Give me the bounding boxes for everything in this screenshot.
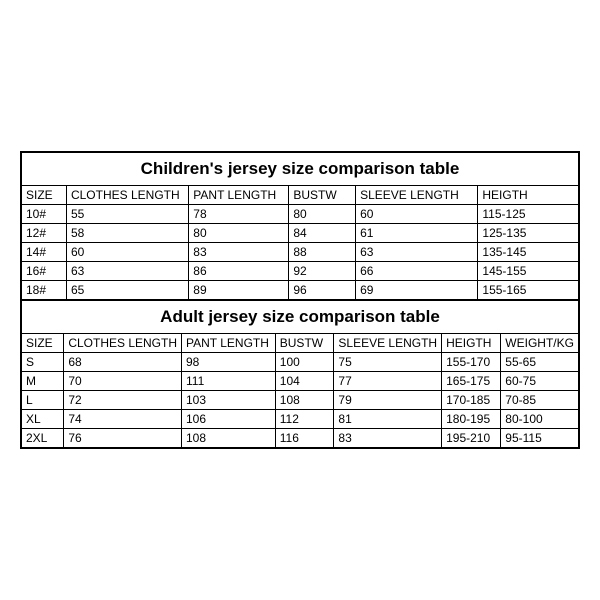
table-cell: 75 [334, 353, 442, 372]
table-cell: 81 [334, 410, 442, 429]
table-row: 18#65899669155-165 [22, 281, 578, 300]
table-cell: XL [22, 410, 64, 429]
table-cell: 86 [189, 262, 289, 281]
table-cell: 80-100 [501, 410, 578, 429]
table-cell: 155-170 [442, 353, 501, 372]
table-cell: 76 [64, 429, 182, 448]
column-header: SLEEVE LENGTH [356, 186, 478, 205]
column-header: HEIGTH [442, 334, 501, 353]
table-cell: 60 [66, 243, 188, 262]
table-cell: 88 [289, 243, 356, 262]
table-cell: L [22, 391, 64, 410]
table-cell: 78 [189, 205, 289, 224]
column-header: WEIGHT/KG [501, 334, 578, 353]
table-cell: 72 [64, 391, 182, 410]
table-row: S689810075155-17055-65 [22, 353, 578, 372]
table-cell: 165-175 [442, 372, 501, 391]
table-cell: 116 [275, 429, 334, 448]
column-header: BUSTW [289, 186, 356, 205]
table-cell: 74 [64, 410, 182, 429]
table-cell: 104 [275, 372, 334, 391]
table-cell: 69 [356, 281, 478, 300]
table-cell: 108 [182, 429, 276, 448]
children-table: SIZECLOTHES LENGTHPANT LENGTHBUSTWSLEEVE… [22, 186, 578, 300]
table-row: 10#55788060115-125 [22, 205, 578, 224]
column-header: SIZE [22, 186, 66, 205]
table-cell: 155-165 [478, 281, 578, 300]
column-header: BUSTW [275, 334, 334, 353]
table-cell: 2XL [22, 429, 64, 448]
table-cell: 112 [275, 410, 334, 429]
column-header: CLOTHES LENGTH [64, 334, 182, 353]
table-row: L7210310879170-18570-85 [22, 391, 578, 410]
table-cell: 70-85 [501, 391, 578, 410]
table-cell: 195-210 [442, 429, 501, 448]
table-cell: 145-155 [478, 262, 578, 281]
table-cell: 79 [334, 391, 442, 410]
column-header: CLOTHES LENGTH [66, 186, 188, 205]
table-cell: M [22, 372, 64, 391]
table-cell: 84 [289, 224, 356, 243]
table-cell: 80 [289, 205, 356, 224]
table-row: M7011110477165-17560-75 [22, 372, 578, 391]
table-cell: S [22, 353, 64, 372]
table-row: 16#63869266145-155 [22, 262, 578, 281]
adult-table: SIZECLOTHES LENGTHPANT LENGTHBUSTWSLEEVE… [22, 334, 578, 447]
table-row: 12#58808461125-135 [22, 224, 578, 243]
table-cell: 61 [356, 224, 478, 243]
table-cell: 111 [182, 372, 276, 391]
table-cell: 16# [22, 262, 66, 281]
table-row: 2XL7610811683195-21095-115 [22, 429, 578, 448]
table-cell: 108 [275, 391, 334, 410]
table-cell: 10# [22, 205, 66, 224]
column-header: SLEEVE LENGTH [334, 334, 442, 353]
table-cell: 60 [356, 205, 478, 224]
table-cell: 58 [66, 224, 188, 243]
table-cell: 115-125 [478, 205, 578, 224]
table-cell: 60-75 [501, 372, 578, 391]
table-cell: 77 [334, 372, 442, 391]
table-cell: 100 [275, 353, 334, 372]
table-cell: 80 [189, 224, 289, 243]
table-cell: 55-65 [501, 353, 578, 372]
table-cell: 63 [66, 262, 188, 281]
table-cell: 125-135 [478, 224, 578, 243]
table-cell: 83 [189, 243, 289, 262]
table-cell: 135-145 [478, 243, 578, 262]
column-header: PANT LENGTH [182, 334, 276, 353]
table-cell: 68 [64, 353, 182, 372]
table-cell: 96 [289, 281, 356, 300]
table-cell: 12# [22, 224, 66, 243]
table-cell: 14# [22, 243, 66, 262]
table-cell: 106 [182, 410, 276, 429]
table-cell: 103 [182, 391, 276, 410]
table-cell: 66 [356, 262, 478, 281]
column-header: PANT LENGTH [189, 186, 289, 205]
table-row: 14#60838863135-145 [22, 243, 578, 262]
table-cell: 83 [334, 429, 442, 448]
size-table-container: Children's jersey size comparison table … [20, 151, 580, 449]
table-cell: 65 [66, 281, 188, 300]
table-cell: 98 [182, 353, 276, 372]
table-cell: 18# [22, 281, 66, 300]
table-cell: 63 [356, 243, 478, 262]
table-cell: 170-185 [442, 391, 501, 410]
children-title: Children's jersey size comparison table [22, 153, 578, 186]
column-header: HEIGTH [478, 186, 578, 205]
table-row: XL7410611281180-19580-100 [22, 410, 578, 429]
table-cell: 95-115 [501, 429, 578, 448]
table-cell: 92 [289, 262, 356, 281]
adult-title: Adult jersey size comparison table [22, 300, 578, 334]
table-cell: 70 [64, 372, 182, 391]
table-cell: 180-195 [442, 410, 501, 429]
table-cell: 89 [189, 281, 289, 300]
table-cell: 55 [66, 205, 188, 224]
column-header: SIZE [22, 334, 64, 353]
